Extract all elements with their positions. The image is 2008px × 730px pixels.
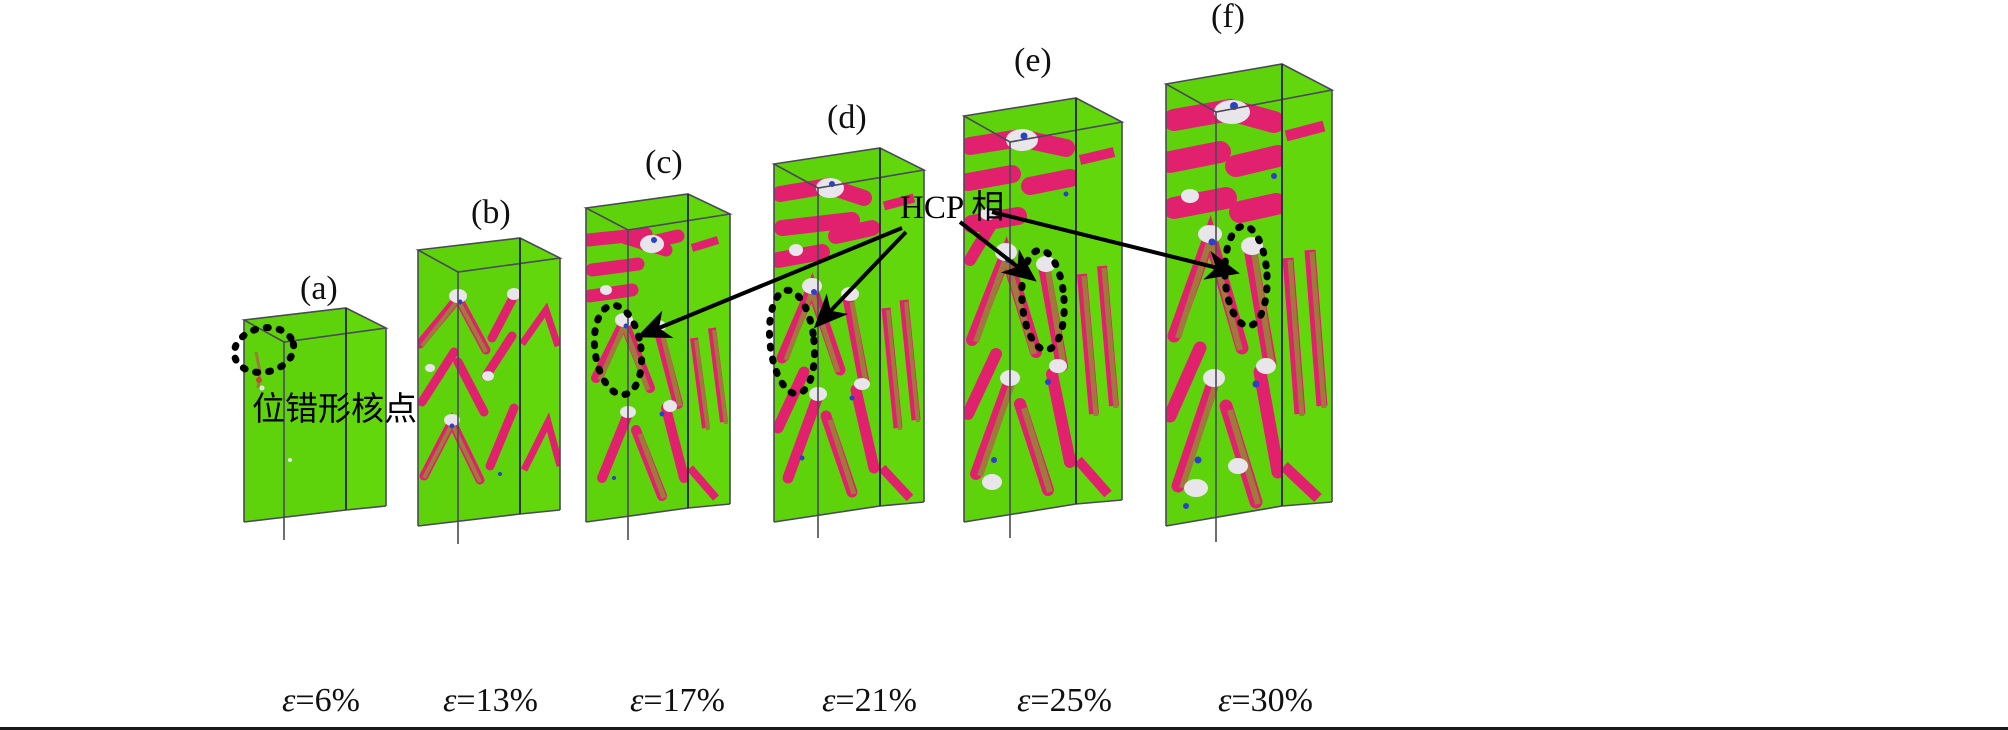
strain-caption-b: ε=13% xyxy=(443,684,538,718)
panel-label-d: (d) xyxy=(827,99,867,136)
strain-caption-c: ε=17% xyxy=(630,684,725,718)
simulation-cell-b xyxy=(400,226,580,544)
strain-symbol-e: ε xyxy=(1017,682,1031,719)
figure-bottom-rule xyxy=(0,727,2008,730)
simulation-cell-e xyxy=(940,74,1152,538)
strain-value-e: =25% xyxy=(1030,682,1112,719)
strain-symbol-b: ε xyxy=(443,682,457,719)
simulation-cell-c xyxy=(566,178,752,540)
strain-symbol-a: ε xyxy=(282,682,296,719)
panel-label-b: (b) xyxy=(471,194,511,231)
strain-value-d: =21% xyxy=(835,682,917,719)
strain-symbol-c: ε xyxy=(630,682,644,719)
panel-label-e: (e) xyxy=(1014,42,1052,79)
strain-value-a: =6% xyxy=(295,682,360,719)
strain-caption-d: ε=21% xyxy=(822,684,917,718)
strain-symbol-f: ε xyxy=(1218,682,1232,719)
strain-value-f: =30% xyxy=(1231,682,1313,719)
panel-label-a: (a) xyxy=(300,270,338,307)
panel-label-c: (c) xyxy=(645,144,683,181)
strain-value-b: =13% xyxy=(456,682,538,719)
strain-value-c: =17% xyxy=(643,682,725,719)
strain-symbol-d: ε xyxy=(822,682,836,719)
simulation-cell-f xyxy=(1140,36,1364,542)
strain-caption-f: ε=30% xyxy=(1218,684,1313,718)
strain-caption-e: ε=25% xyxy=(1017,684,1112,718)
hcp-phase-label: HCP 相 xyxy=(900,190,1005,226)
strain-caption-a: ε=6% xyxy=(282,684,360,718)
panel-label-f: (f) xyxy=(1211,0,1245,35)
dislocation-nucleation-label: 位错形核点 xyxy=(252,392,417,428)
